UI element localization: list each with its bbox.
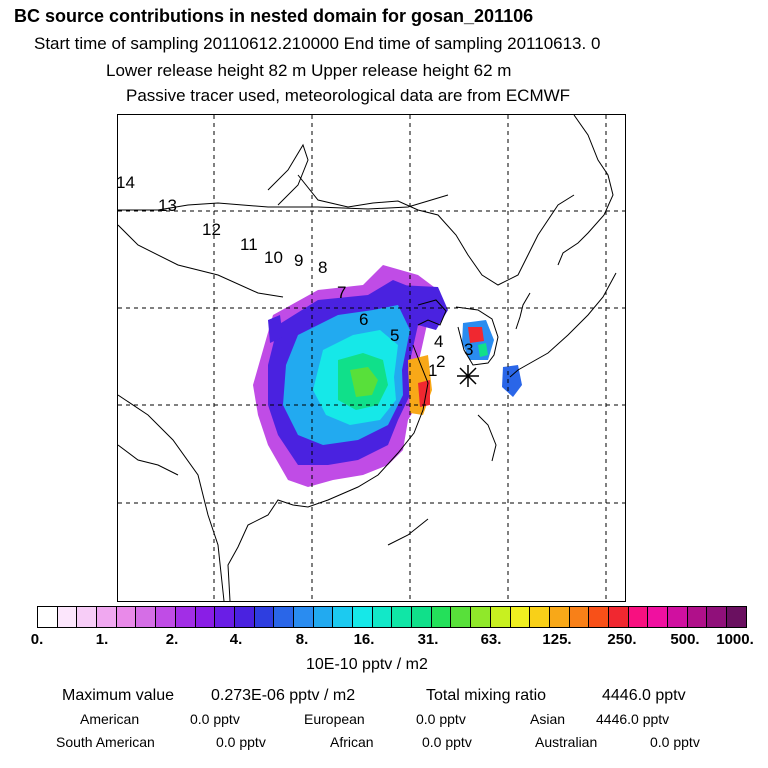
colorbar-swatch <box>57 607 78 627</box>
traj-label-12: 12 <box>202 220 221 239</box>
tick-label: 1. <box>95 631 109 648</box>
colorbar-swatch <box>274 607 294 627</box>
colorbar-swatch <box>412 607 432 627</box>
map-panel: 1 2 3 4 5 6 7 8 9 10 11 12 13 14 <box>117 114 626 602</box>
traj-label-6: 6 <box>359 310 368 329</box>
colorbar-swatch <box>569 607 590 627</box>
colorbar-swatch <box>38 607 58 627</box>
colorbar-unit: 10E-10 pptv / m2 <box>306 656 428 673</box>
asian-value: 4446.0 pptv <box>596 711 670 727</box>
colorbar-swatch <box>471 607 491 627</box>
colorbar-swatch <box>156 607 176 627</box>
tick-label: 500. <box>670 631 700 648</box>
colorbar-swatch <box>372 607 393 627</box>
tick-label: 31. <box>417 631 439 648</box>
colorbar <box>37 606 747 628</box>
tracer-info: Passive tracer used, meteorological data… <box>126 86 571 105</box>
african-value: 0.0 pptv <box>422 734 472 750</box>
colorbar-swatch <box>589 607 609 627</box>
coastlines <box>118 115 617 601</box>
traj-label-7: 7 <box>337 283 346 302</box>
plot-title: BC source contributions in nested domain… <box>14 6 534 26</box>
colorbar-swatch <box>97 607 117 627</box>
max-value: 0.273E-06 pptv / m2 <box>211 687 356 704</box>
colorbar-swatch <box>77 607 98 627</box>
colorbar-swatch <box>195 607 216 627</box>
colorbar-swatch <box>549 607 570 627</box>
max-value-label: Maximum value <box>62 687 175 704</box>
traj-label-10: 10 <box>264 248 283 267</box>
colorbar-swatch <box>431 607 452 627</box>
colorbar-swatch <box>648 607 668 627</box>
traj-label-8: 8 <box>318 258 327 277</box>
tick-label: 0. <box>30 631 44 648</box>
tick-label: 63. <box>480 631 502 648</box>
tick-label: 250. <box>607 631 637 648</box>
american-value: 0.0 pptv <box>190 711 240 727</box>
colorbar-swatch <box>668 607 688 627</box>
colorbar-swatch <box>510 607 531 627</box>
tick-label: 4. <box>229 631 243 648</box>
traj-label-1: 1 <box>428 361 437 380</box>
colorbar-swatch <box>293 607 314 627</box>
colorbar-swatch <box>353 607 373 627</box>
colorbar-swatch <box>313 607 334 627</box>
colorbar-swatch <box>628 607 649 627</box>
colorbar-swatch <box>116 607 137 627</box>
total-mixing-label: Total mixing ratio <box>426 687 547 704</box>
australian-label: Australian <box>535 734 598 750</box>
colorbar-swatch <box>707 607 728 627</box>
colorbar-swatch <box>530 607 550 627</box>
trajectory-labels: 1 2 3 4 5 6 7 8 9 10 11 12 13 14 <box>118 173 473 380</box>
asian-label: Asian <box>530 711 566 727</box>
colorbar-swatch <box>175 607 196 627</box>
australian-value: 0.0 pptv <box>650 734 700 750</box>
colorbar-swatch <box>215 607 235 627</box>
traj-label-11: 11 <box>240 235 258 254</box>
american-label: American <box>80 711 140 727</box>
receptor-marker-icon <box>457 365 479 387</box>
total-mixing-value: 4446.0 pptv <box>602 687 686 704</box>
concentration-plume <box>253 265 522 487</box>
colorbar-swatch <box>687 607 708 627</box>
south-american-value: 0.0 pptv <box>216 734 266 750</box>
tick-label: 1000. <box>716 631 754 648</box>
colorbar-swatch <box>136 607 157 627</box>
traj-label-5: 5 <box>390 326 399 345</box>
european-label: European <box>304 711 365 727</box>
european-value: 0.0 pptv <box>416 711 466 727</box>
traj-label-14: 14 <box>118 173 135 192</box>
colorbar-swatch <box>392 607 413 627</box>
traj-label-4: 4 <box>434 332 443 351</box>
tick-label: 2. <box>165 631 179 648</box>
sampling-times: Start time of sampling 20110612.210000 E… <box>34 34 601 53</box>
traj-label-3: 3 <box>464 340 473 359</box>
tick-label: 125. <box>542 631 572 648</box>
tick-label: 8. <box>295 631 309 648</box>
colorbar-swatch <box>490 607 511 627</box>
colorbar-swatch <box>451 607 472 627</box>
colorbar-swatch <box>608 607 629 627</box>
traj-label-9: 9 <box>294 251 303 270</box>
graticule <box>118 115 625 601</box>
colorbar-swatch <box>333 607 353 627</box>
colorbar-swatch <box>254 607 275 627</box>
african-label: African <box>330 734 374 750</box>
south-american-label: South American <box>56 734 155 750</box>
colorbar-swatch <box>234 607 255 627</box>
tick-label: 16. <box>353 631 375 648</box>
traj-label-13: 13 <box>158 196 177 215</box>
map-svg: 1 2 3 4 5 6 7 8 9 10 11 12 13 14 <box>118 115 625 601</box>
colorbar-swatch <box>727 607 746 627</box>
traj-label-2: 2 <box>436 352 445 371</box>
release-heights: Lower release height 82 m Upper release … <box>106 61 512 80</box>
